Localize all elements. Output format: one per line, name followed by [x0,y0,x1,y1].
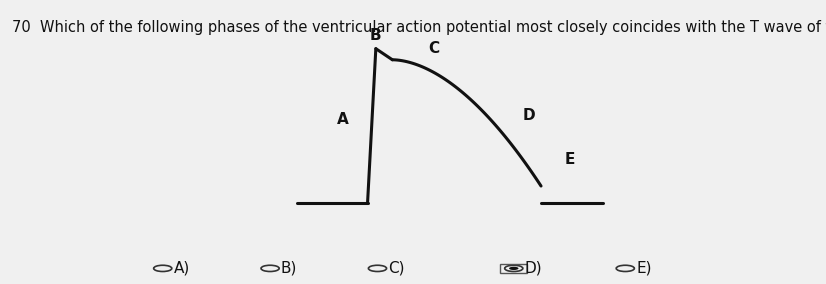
Text: C): C) [388,261,405,276]
Text: D: D [522,108,535,123]
Text: A: A [337,112,349,127]
Text: B: B [370,28,382,43]
Text: 70  Which of the following phases of the ventricular action potential most close: 70 Which of the following phases of the … [12,20,826,35]
Text: E: E [565,152,575,167]
Text: E): E) [636,261,652,276]
Text: A): A) [173,261,190,276]
Text: B): B) [281,261,297,276]
Text: C: C [428,41,439,56]
Text: D): D) [525,261,542,276]
